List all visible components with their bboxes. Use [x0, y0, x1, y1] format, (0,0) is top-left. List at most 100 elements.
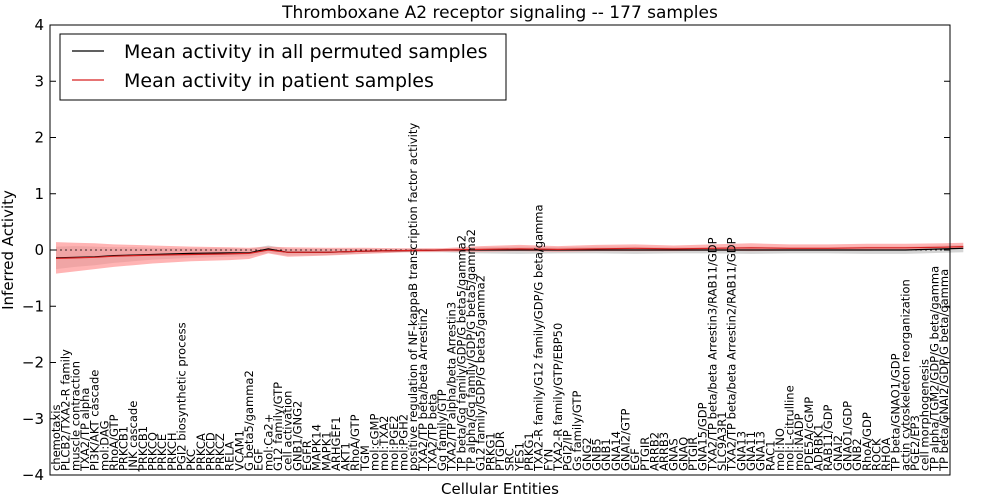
category-label: PRKCZ — [213, 433, 227, 471]
category-label: FYN — [541, 449, 555, 471]
category-label: PLCB2/TXA2-R family — [59, 349, 73, 471]
category-label: PRKG1 — [522, 432, 536, 471]
category-label: SLC9A3R1 — [715, 411, 729, 471]
category-label: mol:DAG — [97, 420, 111, 471]
x-axis-label: Cellular Entities — [441, 480, 559, 498]
y-tick-label: 1 — [34, 185, 44, 203]
category-label: PRKCE — [155, 434, 169, 471]
category-label: G12 family/GTP — [271, 382, 285, 471]
category-label: mol:NO — [773, 428, 787, 471]
category-label: GNG2 — [580, 437, 594, 471]
category-label: GNA11 — [744, 431, 758, 471]
category-label: PTGDR — [493, 431, 507, 471]
legend-box — [59, 33, 507, 101]
category-label: VCAM1 — [232, 430, 246, 471]
category-label: PRKCA — [194, 433, 208, 471]
series-lines — [55, 246, 964, 259]
category-label: PRKCB1 — [136, 426, 150, 471]
y-tick-label: −1 — [22, 297, 44, 315]
chart-title: Thromboxane A2 receptor signaling -- 177… — [281, 3, 718, 23]
category-label: muscle contraction — [68, 361, 82, 471]
legend: Mean activity in all permuted samples Me… — [59, 33, 507, 101]
category-label: actin cytoskeleton reorganization — [898, 279, 912, 471]
category-label: PTGIR — [686, 437, 700, 471]
category-label: TXA2/TP alpha/beta Arrestin3 — [445, 302, 459, 472]
category-label: PRKCB1 — [117, 426, 131, 471]
category-label: GNB5 — [590, 438, 604, 471]
category-label: mol:PGH2 — [396, 414, 410, 471]
category-label: PRKCH — [165, 432, 179, 471]
category-label: GNAI2 — [831, 435, 845, 471]
plot-frame — [49, 24, 951, 476]
category-label: RhoA/GTP — [348, 414, 362, 471]
category-label: EGFR — [300, 440, 314, 471]
category-label: PRKCD — [203, 432, 217, 471]
category-label: EGF — [628, 448, 642, 471]
category-label: PRKCQ — [146, 432, 160, 471]
category-label: GNB2 — [850, 438, 864, 471]
category-label: PDE5A/cGMP — [802, 397, 816, 471]
legend-label-permuted: Mean activity in all permuted samples — [124, 41, 487, 63]
category-label: PGE2/EP3 — [908, 415, 922, 471]
confidence-bands — [50, 242, 964, 274]
category-label: GNA15/GDP — [696, 402, 710, 471]
category-label: RAB11/GDP — [821, 404, 835, 471]
category-label: GNAO1/GDP — [840, 401, 854, 471]
category-label: ROCK — [869, 438, 883, 471]
category-label: ADRBK1 — [812, 424, 826, 471]
category-label: ARRB2 — [647, 432, 661, 471]
category-label: GNAS — [667, 438, 681, 471]
category-label: MAPK1 — [319, 431, 333, 471]
category-label: mol:Ca2+ — [261, 414, 275, 471]
y-tick-label: −2 — [22, 354, 44, 372]
category-label: TP beta/GNAO1/GDP — [889, 353, 903, 472]
category-label: TXA2-R family/G12 family/GDP/G beta/gamm… — [532, 204, 546, 472]
category-label: SRC — [503, 448, 517, 471]
category-label: TXA2/TP beta/beta Arrestin2 — [416, 308, 430, 472]
category-label: cell activation — [281, 391, 295, 471]
category-label: TXA2/TP beta — [425, 393, 439, 472]
category-label: GNAQ — [676, 437, 690, 471]
category-label: JNK cascade — [126, 401, 140, 472]
category-label: YES1 — [512, 442, 526, 472]
y-tick-label: −4 — [22, 466, 44, 484]
category-label: RELA — [223, 441, 237, 471]
category-label: EGF — [252, 448, 266, 471]
category-label: positive regulation of NF-kappaB transcr… — [406, 123, 420, 471]
category-label: GNB1/GNG2 — [290, 401, 304, 471]
category-label: TXA2/TP beta/beta Arrestin2/RAB11/GDP — [725, 237, 739, 472]
category-label: GNAI2/GTP — [618, 409, 632, 471]
category-label: GNA14 — [609, 431, 623, 471]
category-label: RHOA — [879, 438, 893, 471]
y-tick-label: 4 — [34, 16, 44, 34]
y-tick-label: 2 — [34, 129, 44, 147]
y-tick-label: 0 — [34, 241, 44, 259]
category-label: PGI2 biosynthetic process — [174, 322, 188, 471]
category-label: mol:NADP — [792, 413, 806, 471]
category-label: G12 family/GDP/G beta5/gamma2 — [474, 275, 488, 471]
category-label: mol:PGE2 — [387, 415, 401, 471]
y-axis-label: Inferred Activity — [0, 190, 17, 310]
category-label: TP alpha/Gq family/GDP/G beta5/gamma2 — [464, 229, 478, 472]
category-label: GNB1 — [599, 438, 613, 471]
category-label: AKT1 — [339, 442, 353, 471]
category-label: PTGIR — [638, 437, 652, 471]
category-label: mol:cGMP — [368, 414, 382, 471]
category-label: PGI2/IP — [561, 430, 575, 471]
category-label: PI3K/AKT cascade — [88, 370, 102, 471]
category-label: G beta5/gamma2 — [242, 370, 256, 471]
category-label: PRKG1 — [483, 432, 497, 471]
band-series-1 — [56, 242, 964, 274]
category-label: TP alpha/TGM2/GDP/G beta/gamma — [927, 266, 941, 472]
category-label: cell morphogenesis — [918, 359, 932, 471]
category-label: PKC — [184, 449, 198, 471]
legend-label-patient: Mean activity in patient samples — [124, 70, 434, 92]
category-label: RAC1 — [763, 440, 777, 471]
category-label: mol:TXA2 — [377, 416, 391, 471]
category-label: TXA2/TP alpha — [78, 388, 92, 472]
category-label: ARHGEF1 — [329, 416, 343, 471]
category-label: chemotaxis — [49, 405, 63, 471]
category-label: TP beta/Gq family/GDP/G beta5/gamma2 — [454, 235, 468, 472]
